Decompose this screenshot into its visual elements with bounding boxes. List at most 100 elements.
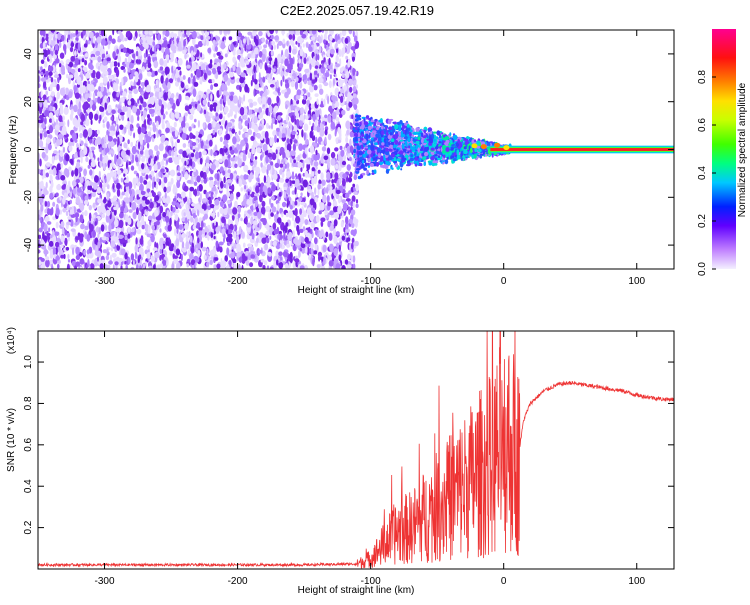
spectrogram-noise-mark [212, 193, 217, 198]
spectrogram-noise-mark [350, 255, 354, 263]
spectrogram-noise-mark [173, 255, 178, 259]
spectrogram-noise-mark [303, 264, 309, 269]
spectrogram-noise-mark [164, 66, 170, 75]
spectrogram-noise-mark [155, 87, 160, 92]
spectrogram-noise-mark [349, 145, 354, 154]
spectrogram-noise-mark [240, 44, 244, 49]
spectrogram-noise-mark [42, 68, 46, 74]
spectrogram-noise-mark [147, 55, 151, 65]
spectrogram-noise-mark [193, 124, 196, 129]
spectrogram-noise-mark [93, 47, 97, 54]
spectrogram-noise-mark [70, 104, 73, 110]
spectrogram-noise-mark [270, 212, 274, 217]
spectrogram-noise-mark [196, 175, 201, 183]
spectrogram-noise-mark [209, 204, 215, 209]
spectrogram-noise-mark [321, 30, 324, 33]
spectrogram-noise-mark [207, 70, 212, 76]
spectrogram-noise-mark [252, 30, 257, 37]
spectrogram-noise-mark [78, 167, 83, 173]
spectrogram-noise-mark [116, 158, 122, 165]
spectrogram-noise-mark [302, 226, 306, 232]
spectrogram-noise-mark [130, 253, 135, 261]
spectrogram-noise-mark [258, 107, 263, 114]
spectrogram-noise-mark [68, 61, 74, 68]
spectrogram-noise-mark [267, 176, 271, 184]
spectrogram-noise-mark [256, 248, 261, 257]
spectrogram-noise-mark [59, 63, 62, 68]
spectrogram-noise-mark [213, 264, 217, 269]
spectrogram-noise-mark [60, 244, 64, 249]
spectrogram-noise-mark [127, 139, 130, 145]
spectrogram-noise-mark [324, 43, 327, 49]
spectrogram-noise-mark [249, 114, 255, 118]
spectrogram-noise-mark [119, 124, 124, 130]
spectrogram-noise-mark [192, 62, 197, 71]
spectrogram-noise-mark [342, 173, 347, 179]
spectrogram-noise-mark [287, 181, 290, 188]
spectrogram-noise-mark [176, 202, 180, 208]
spectrogram-noise-mark [257, 210, 262, 219]
spectrogram-noise-mark [191, 203, 196, 207]
spectrogram-noise-mark [227, 122, 233, 128]
spectrogram-noise-mark [345, 216, 349, 225]
spectrogram-noise-mark [266, 56, 270, 64]
spectrogram-noise-mark [97, 56, 102, 63]
spectrogram-noise-mark [75, 261, 81, 267]
spectrogram-noise-mark [162, 259, 167, 266]
spectrogram-noise-mark [175, 238, 180, 247]
spectrogram-noise-mark [152, 124, 157, 133]
spectrogram-noise-mark [64, 229, 68, 236]
spectrogram-noise-mark [245, 216, 248, 225]
spectrogram-noise-mark [246, 222, 251, 228]
spectrogram-noise-mark [225, 172, 231, 177]
spectrogram-noise-mark [219, 104, 223, 111]
spectrogram-noise-mark [43, 187, 48, 196]
spectrogram-noise-mark [67, 34, 71, 41]
spectrogram-noise-mark [247, 170, 251, 174]
spectrogram-noise-mark [44, 200, 48, 207]
spectrogram-noise-mark [197, 40, 203, 48]
spectrogram-noise-mark [261, 237, 267, 244]
spectrogram-noise-mark [335, 163, 339, 170]
spectrogram-noise-mark [247, 53, 252, 59]
spectrogram-noise-mark [152, 177, 156, 182]
spectrogram-noise-mark [122, 47, 127, 54]
spectrogram-noise-mark [127, 233, 131, 239]
spectrogram-noise-mark [248, 67, 252, 77]
spectrogram-noise-mark [48, 112, 54, 119]
spectrogram-noise-mark [288, 34, 293, 40]
spectrogram-noise-mark [196, 104, 202, 112]
spectrogram-noise-mark [176, 92, 179, 97]
spectrogram-noise-mark [69, 209, 75, 215]
spectrogram-noise-mark [92, 214, 96, 219]
spectrogram-noise-mark [256, 147, 262, 154]
spectrogram-noise-mark [244, 185, 247, 190]
spectrogram-noise-mark [317, 30, 323, 33]
spectrogram-noise-mark [103, 116, 108, 122]
spectrogram-noise-mark [128, 127, 131, 136]
spectrogram-noise-mark [60, 65, 65, 74]
spectrogram-noise-mark [291, 75, 294, 82]
spectrogram-noise-mark [338, 254, 342, 262]
spectrogram-noise-mark [276, 202, 280, 212]
spectrogram-noise-mark [38, 168, 41, 174]
spectrogram-noise-mark [355, 199, 359, 204]
spectrogram-noise-mark [94, 113, 99, 121]
spectrogram-noise-mark [71, 260, 77, 266]
spectrogram-noise-mark [120, 248, 126, 256]
spectrogram-noise-mark [132, 211, 137, 220]
spectrogram-noise-mark [139, 175, 143, 184]
spectrogram-noise-mark [174, 213, 179, 221]
spectrogram-noise-mark [335, 41, 338, 48]
spectrogram-noise-mark [127, 237, 131, 244]
spectrogram-noise-mark [153, 133, 156, 139]
spectrogram-noise-mark [258, 51, 263, 58]
spectrogram-noise-mark [89, 263, 95, 269]
spectrogram-noise-mark [263, 175, 267, 184]
spectrogram-noise-mark [194, 216, 198, 224]
spectrogram-noise-mark [102, 98, 105, 107]
spectrogram-noise-mark [228, 36, 233, 41]
spectrogram-noise-mark [99, 114, 102, 122]
spectrogram-noise-mark [96, 136, 102, 145]
spectrogram-noise-mark [144, 149, 149, 158]
